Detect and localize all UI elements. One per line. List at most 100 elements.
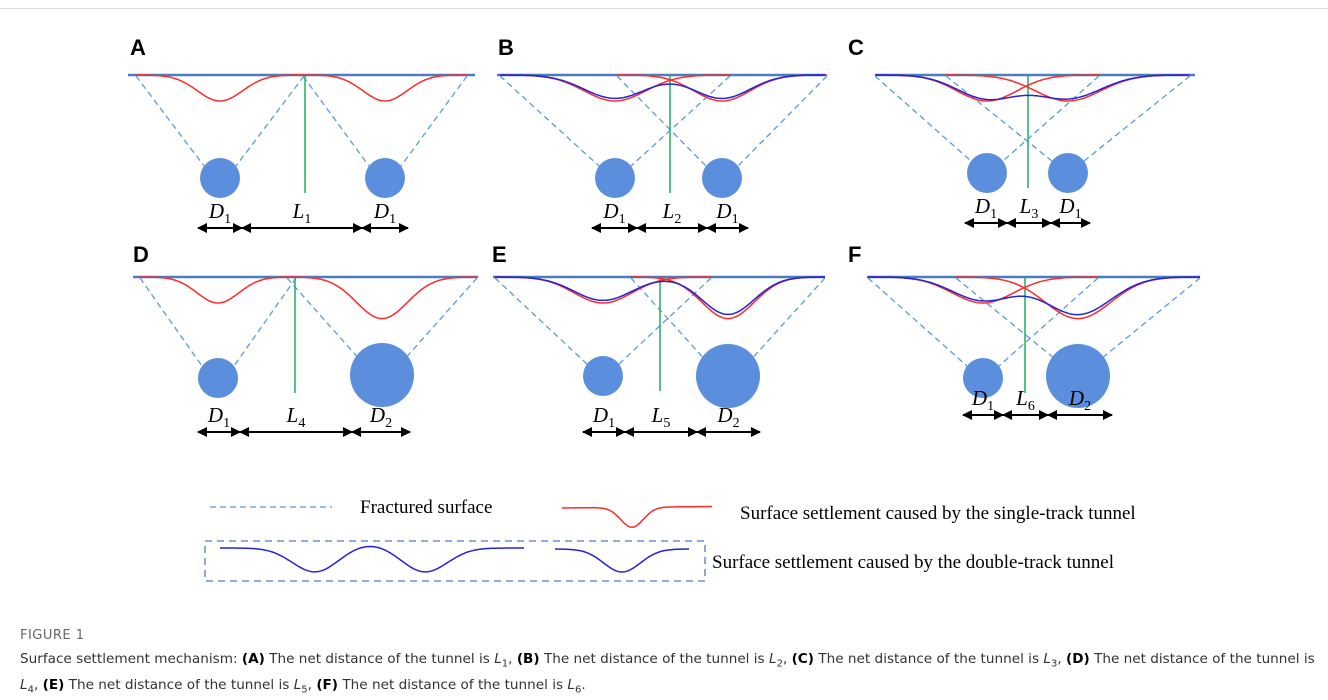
fracture-line xyxy=(136,76,204,166)
dimension-label: D1 xyxy=(373,199,396,227)
caption-letter: (D) xyxy=(1066,651,1090,667)
double-settlement xyxy=(875,75,1189,100)
caption-item-text: The net distance of the tunnel is xyxy=(69,677,290,693)
label-subscript: 2 xyxy=(1084,399,1091,414)
panel-letter: B xyxy=(498,35,514,60)
caption-var-symbol: L xyxy=(494,651,502,667)
dimension-label: L5 xyxy=(651,403,671,431)
fracture-line xyxy=(754,278,825,357)
label-subscript: 5 xyxy=(663,416,670,431)
label-subscript: 1 xyxy=(224,212,231,227)
tunnel xyxy=(200,158,240,198)
fracture-line xyxy=(236,76,304,166)
label-symbol: D xyxy=(207,403,223,427)
fracture-line xyxy=(1104,278,1200,357)
panel-letter: A xyxy=(130,35,146,60)
single-settlement xyxy=(287,277,477,319)
tunnel xyxy=(1048,153,1088,193)
caption-item-text: The net distance of the tunnel is xyxy=(342,677,563,693)
label-subscript: 1 xyxy=(1075,207,1082,222)
double-settlement xyxy=(868,277,1200,315)
caption-punct: , xyxy=(34,677,38,693)
panel-letter: F xyxy=(848,242,861,267)
caption-var-symbol: L xyxy=(1043,651,1051,667)
legend-double xyxy=(220,547,524,572)
label-symbol: D xyxy=(716,403,732,427)
caption-var-symbol: L xyxy=(769,651,777,667)
dimension-label: D1 xyxy=(1058,194,1081,222)
label-subscript: 1 xyxy=(223,416,230,431)
caption-punct: , xyxy=(308,677,312,693)
caption: FIGURE 1 Surface settlement mechanism: (… xyxy=(20,628,1320,700)
fracture-line xyxy=(946,76,1052,161)
fracture-line xyxy=(287,278,356,356)
panel-letter: E xyxy=(492,242,507,267)
dimension-label: D1 xyxy=(592,403,615,431)
dimension-label: D2 xyxy=(369,403,392,431)
dimension-label: D1 xyxy=(602,199,625,227)
caption-punct: . xyxy=(581,677,585,693)
dimension-label: D2 xyxy=(716,403,739,431)
label-subscript: 2 xyxy=(674,212,681,227)
caption-var: L2 xyxy=(769,651,783,667)
tunnel xyxy=(696,344,760,408)
caption-letter: (A) xyxy=(242,651,265,667)
dimension-label: D1 xyxy=(208,199,231,227)
label-symbol: D xyxy=(1068,386,1084,410)
fracture-line xyxy=(956,278,1052,357)
tunnel xyxy=(365,158,405,198)
caption-letter: (C) xyxy=(792,651,814,667)
single-settlement xyxy=(303,75,467,101)
fracture-line xyxy=(1084,76,1190,161)
label-subscript: 3 xyxy=(1031,207,1038,222)
dimension-label: D1 xyxy=(715,199,738,227)
label-subscript: 6 xyxy=(1028,399,1035,414)
dimension-label: L4 xyxy=(286,403,306,431)
caption-var: L4 xyxy=(20,677,34,693)
label-symbol: D xyxy=(592,403,608,427)
caption-punct: , xyxy=(508,651,512,667)
fracture-line xyxy=(140,278,202,366)
caption-punct: , xyxy=(1057,651,1061,667)
label-subscript: 1 xyxy=(389,212,396,227)
legend-double xyxy=(555,549,689,572)
label-symbol: D xyxy=(974,194,990,218)
label-symbol: L xyxy=(651,403,664,427)
page: AD1L1D1BD1L2D1CD1L3D1DD1L4D2ED1L5D2FD1L6… xyxy=(0,0,1328,698)
fracture-line xyxy=(1003,76,1099,161)
label-subscript: 1 xyxy=(990,207,997,222)
label-subscript: 4 xyxy=(298,416,305,431)
legend-text: Surface settlement caused by the double-… xyxy=(712,552,1114,573)
caption-var: L5 xyxy=(294,677,308,693)
tunnel xyxy=(583,356,623,396)
caption-item-text: The net distance of the tunnel is xyxy=(1094,651,1315,667)
single-settlement xyxy=(495,277,711,303)
tunnel xyxy=(198,358,238,398)
label-symbol: D xyxy=(602,199,618,223)
label-symbol: L xyxy=(1019,194,1032,218)
panel-letter: C xyxy=(848,35,864,60)
single-settlement xyxy=(136,75,304,101)
label-symbol: D xyxy=(971,386,987,410)
single-settlement xyxy=(875,75,1099,101)
fracture-line xyxy=(401,76,467,166)
fracture-line xyxy=(303,76,369,166)
legend-text: Surface settlement caused by the single-… xyxy=(740,503,1136,524)
caption-item-text: The net distance of the tunnel is xyxy=(818,651,1039,667)
single-settlement xyxy=(946,75,1190,101)
dimension-label: L3 xyxy=(1019,194,1039,222)
label-subscript: 1 xyxy=(304,212,311,227)
single-settlement xyxy=(868,277,1098,303)
label-subscript: 2 xyxy=(385,416,392,431)
label-symbol: D xyxy=(373,199,389,223)
caption-punct: , xyxy=(783,651,787,667)
dimension-label: D1 xyxy=(974,194,997,222)
dimension-label: L2 xyxy=(662,199,682,227)
label-symbol: D xyxy=(715,199,731,223)
legend-box xyxy=(205,541,705,581)
caption-text: Surface settlement mechanism: (A) The ne… xyxy=(20,649,1320,700)
single-settlement xyxy=(140,277,296,303)
legend-text: Fractured surface xyxy=(360,497,492,518)
tunnel xyxy=(967,153,1007,193)
